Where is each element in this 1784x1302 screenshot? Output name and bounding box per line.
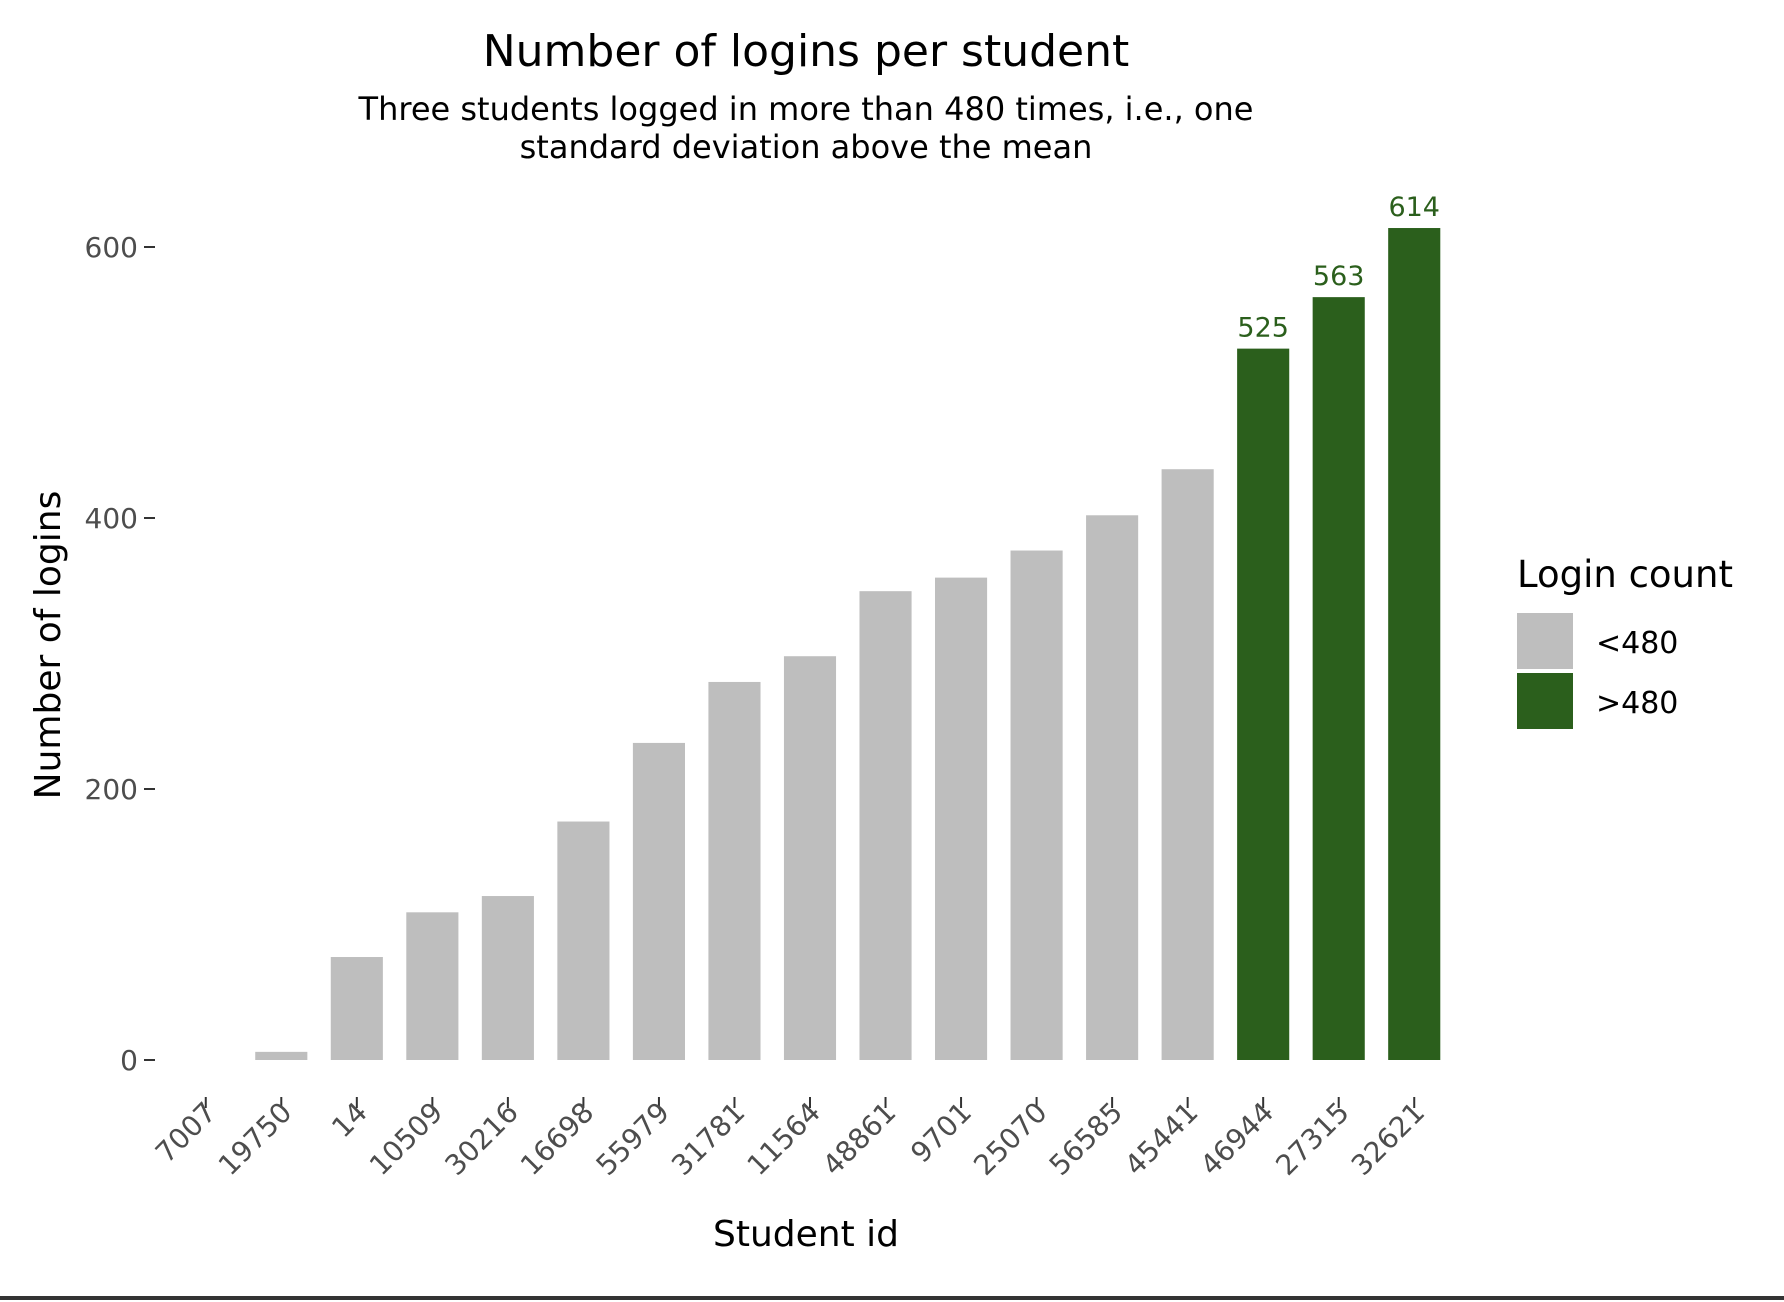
x-tick-label: 27315 (1269, 1096, 1355, 1182)
legend-entries: <480 >480 (1517, 613, 1678, 729)
data-label: 614 (1388, 192, 1440, 223)
chart-subtitle-line-1: Three students logged in more than 480 t… (358, 90, 1254, 128)
bar (1161, 469, 1214, 1061)
x-tick-label: 30216 (439, 1096, 525, 1182)
bar (330, 957, 383, 1060)
data-labels: 525 563 614 (1237, 192, 1440, 344)
x-tick-label: 45441 (1118, 1096, 1204, 1182)
x-tick-label: 31781 (665, 1096, 751, 1182)
chart-title: Number of logins per student (483, 26, 1130, 77)
bar (406, 912, 459, 1060)
x-tick-label: 56585 (1043, 1096, 1129, 1182)
y-tick-label: 0 (120, 1044, 138, 1077)
legend-label: >480 (1596, 686, 1678, 721)
y-axis-title: Number of logins (28, 491, 69, 800)
y-axis: 0 200 400 600 (85, 231, 155, 1077)
y-tick-label: 600 (85, 231, 138, 264)
legend-swatch (1517, 673, 1573, 729)
y-tick-label: 200 (85, 773, 138, 806)
bar (859, 591, 912, 1060)
legend-title: Login count (1517, 553, 1733, 596)
bar (1086, 515, 1139, 1060)
legend: Login count <480 >480 (1517, 553, 1733, 729)
x-tick-label: 14 (325, 1096, 374, 1145)
x-tick-label: 11564 (741, 1096, 827, 1182)
bar (708, 681, 761, 1060)
x-tick-label: 55979 (590, 1096, 676, 1182)
legend-swatch (1517, 613, 1573, 669)
bar (557, 821, 610, 1060)
bar-series (255, 228, 1441, 1061)
data-label: 525 (1237, 313, 1289, 344)
chart-subtitle-line-2: standard deviation above the mean (520, 128, 1093, 166)
legend-label: <480 (1596, 626, 1678, 661)
bar (1388, 228, 1441, 1060)
bar (481, 896, 534, 1060)
bar (1010, 550, 1063, 1060)
x-tick-label: 10509 (363, 1096, 449, 1182)
x-tick-label: 16698 (514, 1096, 600, 1182)
data-label: 563 (1313, 261, 1365, 292)
y-tick-label: 400 (85, 502, 138, 535)
bar (1312, 297, 1365, 1060)
bar (1237, 348, 1290, 1060)
bar (255, 1051, 308, 1060)
x-tick-label: 32621 (1345, 1096, 1431, 1182)
x-tick-label: 48861 (816, 1096, 902, 1182)
x-axis-title: Student id (713, 1214, 899, 1255)
bottom-divider (0, 1296, 1784, 1300)
bar (632, 742, 685, 1060)
bar (935, 577, 988, 1060)
bar (783, 656, 837, 1060)
x-tick-label: 25070 (967, 1096, 1053, 1182)
x-tick-label: 19750 (212, 1096, 298, 1182)
x-tick-label: 46944 (1194, 1096, 1280, 1182)
